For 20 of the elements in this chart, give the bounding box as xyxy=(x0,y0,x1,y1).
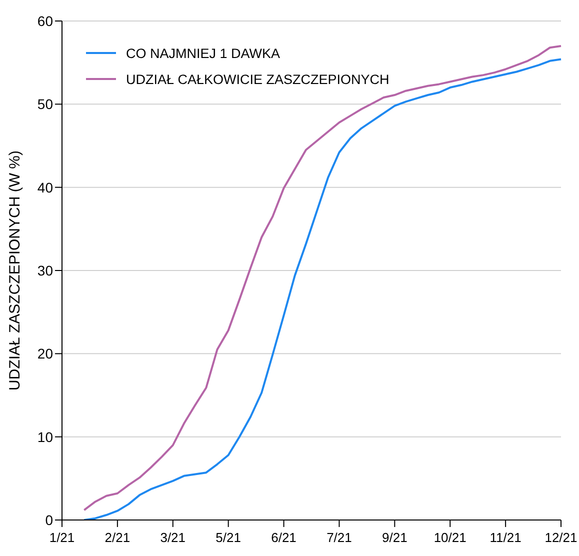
x-tick-label: 6/21 xyxy=(271,530,296,546)
x-tick-label: 2/21 xyxy=(104,530,130,546)
y-tick-label: 20 xyxy=(37,346,54,362)
y-tick-label: 40 xyxy=(37,179,54,196)
x-tick-label: 10/21 xyxy=(434,530,466,546)
x-tick-label: 1/21 xyxy=(49,530,75,546)
y-tick-label: 0 xyxy=(45,512,54,528)
x-tick-label: 5/21 xyxy=(216,530,241,546)
y-tick-label: 10 xyxy=(37,428,54,445)
x-tick-label: 12/21 xyxy=(544,530,578,546)
y-tick-label: 30 xyxy=(37,262,54,278)
x-tick-label: 11/21 xyxy=(490,530,522,546)
y-axis-title: UDZIAŁ ZASZCZEPIONYCH (W %) xyxy=(6,150,24,391)
legend-label: UDZIAŁ CAŁKOWICIE ZASZCZEPIONYCH xyxy=(126,72,390,86)
y-tick-label: 50 xyxy=(37,96,54,112)
x-tick-label: 9/21 xyxy=(382,530,408,546)
x-tick-label: 7/21 xyxy=(326,530,352,546)
y-tick-label: 60 xyxy=(37,12,54,29)
x-tick-label: 3/21 xyxy=(160,530,186,546)
legend-label: CO NAJMNIEJ 1 DAWKA xyxy=(126,46,280,60)
